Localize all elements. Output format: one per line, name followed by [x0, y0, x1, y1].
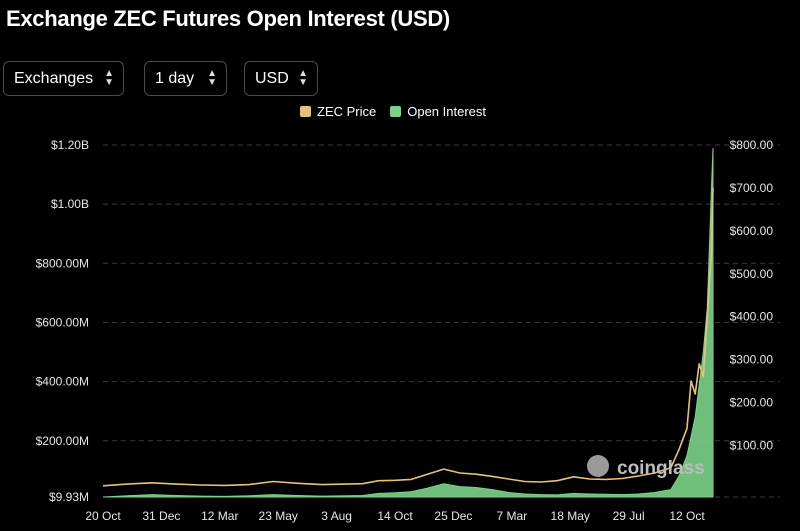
- y-right-tick-label: $800.00: [730, 138, 774, 152]
- y-left-tick-label: $800.00M: [36, 256, 89, 270]
- x-tick-label: 18 May: [551, 509, 590, 523]
- y-right-tick-label: $300.00: [730, 353, 774, 367]
- x-tick-label: 25 Dec: [434, 509, 472, 523]
- y-left-tick-label: $600.00M: [36, 315, 89, 329]
- legend-label-zec-price: ZEC Price: [317, 104, 377, 119]
- currency-select-label: USD: [255, 69, 289, 87]
- y-right-tick-label: $500.00: [730, 267, 774, 281]
- y-right-tick-label: $700.00: [730, 181, 774, 195]
- zec-price-line: [102, 187, 714, 487]
- chevron-updown-icon: ▲ ▼: [207, 68, 217, 88]
- coinglass-logo-icon: [587, 455, 609, 477]
- currency-select[interactable]: USD ▲ ▼: [244, 61, 318, 96]
- x-tick-label: 7 Mar: [496, 509, 527, 523]
- open-interest-area: [102, 147, 714, 498]
- x-tick-label: 20 Oct: [85, 509, 121, 523]
- y-left-tick-label: $9.93M: [49, 490, 89, 504]
- watermark-text: coinglass: [617, 458, 705, 479]
- y-left-tick-label: $400.00M: [36, 375, 89, 389]
- interval-select-label: 1 day: [155, 69, 195, 87]
- chart-legend: ZEC Price Open Interest: [300, 104, 500, 119]
- x-tick-label: 14 Oct: [377, 509, 413, 523]
- y-left-tick-label: $1.20B: [51, 138, 89, 152]
- y-left-tick-label: $200.00M: [36, 434, 89, 448]
- chevron-updown-icon: ▲ ▼: [104, 68, 114, 88]
- x-tick-label: 31 Dec: [142, 509, 180, 523]
- legend-item-open-interest[interactable]: Open Interest: [390, 104, 486, 119]
- x-tick-label: 12 Mar: [201, 509, 238, 523]
- chevron-updown-icon: ▲ ▼: [298, 68, 308, 88]
- y-right-tick-label: $600.00: [730, 224, 774, 238]
- y-right-tick-label: $200.00: [730, 396, 774, 410]
- interval-select[interactable]: 1 day ▲ ▼: [144, 61, 227, 96]
- exchanges-select-label: Exchanges: [14, 69, 94, 87]
- x-tick-label: 23 May: [259, 509, 298, 523]
- legend-swatch-zec-price: [300, 106, 311, 117]
- x-tick-label: 3 Aug: [321, 509, 352, 523]
- y-left-tick-label: $1.00B: [51, 197, 89, 211]
- x-tick-label: 29 Jul: [613, 509, 645, 523]
- page-title: Exchange ZEC Futures Open Interest (USD): [6, 6, 450, 31]
- legend-item-zec-price[interactable]: ZEC Price: [300, 104, 376, 119]
- legend-swatch-open-interest: [390, 106, 402, 117]
- coinglass-watermark: coinglass: [587, 455, 705, 479]
- y-right-tick-label: $400.00: [730, 310, 774, 324]
- exchanges-select[interactable]: Exchanges ▲ ▼: [3, 61, 124, 96]
- legend-label-open-interest: Open Interest: [407, 104, 487, 119]
- y-right-tick-label: $100.00: [730, 438, 774, 452]
- x-tick-label: 12 Oct: [669, 509, 705, 523]
